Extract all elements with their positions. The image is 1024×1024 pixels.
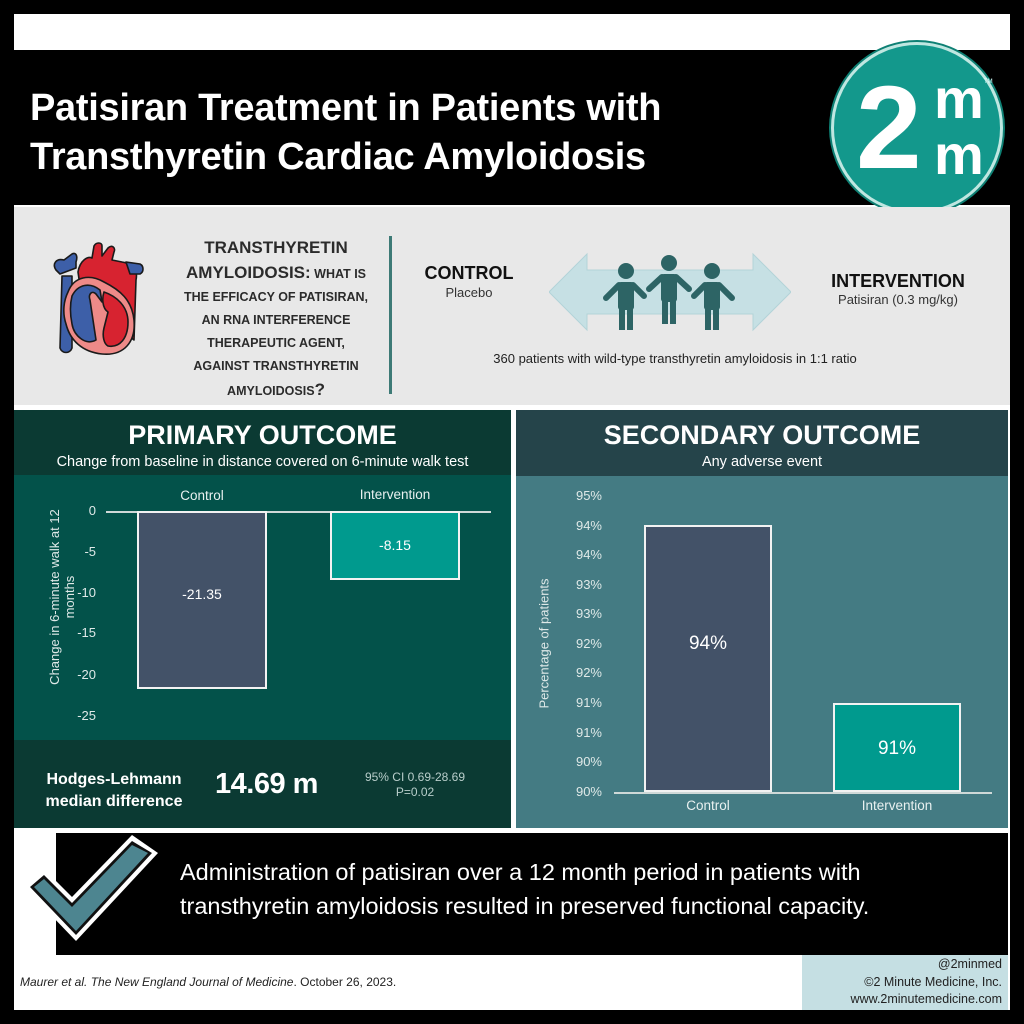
primary-y-tick: -15 [77, 625, 96, 640]
question-text-5: AGAINST TRANSTHYRETIN [193, 359, 359, 373]
primary-y-tick: -20 [77, 667, 96, 682]
question-title-1: TRANSTHYRETIN [204, 238, 348, 257]
info-divider [389, 236, 392, 394]
secondary-outcome-header: SECONDARY OUTCOME Any adverse event [516, 410, 1008, 476]
conclusion-line-1: Administration of patisiran over a 12 mo… [180, 859, 861, 885]
hodges-lehmann-label: Hodges-Lehmann median difference [24, 769, 204, 813]
secondary-y-tick: 90% [575, 784, 602, 799]
question-mark: ? [314, 380, 325, 399]
secondary-bar-intervention: 91% [833, 703, 961, 792]
website-link[interactable]: www.2minutemedicine.com [850, 992, 1002, 1006]
secondary-y-tick: 92% [575, 665, 602, 680]
secondary-y-tick: 90% [575, 754, 602, 769]
secondary-category-intervention: Intervention [861, 798, 933, 813]
primary-y-tick: -5 [84, 544, 96, 559]
secondary-y-tick: 91% [575, 695, 602, 710]
citation: Maurer et al. The New England Journal of… [20, 975, 396, 989]
question-text-2: THE EFFICACY OF PATISIRAN, [183, 290, 369, 304]
primary-zero-axis [106, 511, 491, 513]
confidence-interval: 95% CI 0.69-28.69 P=0.02 [355, 770, 475, 800]
secondary-y-tick: 94% [575, 547, 602, 562]
primary-category-control: Control [180, 488, 224, 503]
patient-count: 360 patients with wild-type transthyreti… [493, 351, 857, 366]
question-text-6: AMYLOIDOSIS [227, 384, 315, 398]
control-subtitle: Placebo [445, 285, 493, 300]
primary-bar-intervention: -8.15 [330, 511, 460, 580]
page-title: Patisiran Treatment in Patients with Tra… [30, 84, 790, 182]
hodges-lehmann-label-line-2: median difference [45, 793, 183, 810]
primary-outcome-header: PRIMARY OUTCOME Change from baseline in … [14, 410, 511, 475]
twitter-handle[interactable]: @2minmed [937, 957, 1002, 971]
citation-journal: The New England Journal of Medicine [90, 975, 294, 989]
question-text-1: WHAT IS [314, 267, 366, 281]
secondary-y-tick: 91% [575, 725, 602, 740]
logo-trademark: TM [984, 79, 993, 85]
question-title-2: AMYLOIDOSIS: [186, 263, 311, 282]
study-info-band [14, 207, 1010, 405]
credit-box: @2minmed ©2 Minute Medicine, Inc. www.2m… [802, 955, 1008, 1010]
title-line-2: Transthyretin Cardiac Amyloidosis [30, 136, 646, 178]
primary-outcome-title: PRIMARY OUTCOME [128, 420, 397, 450]
secondary-outcome-title: SECONDARY OUTCOME [603, 420, 921, 450]
secondary-y-tick: 95% [575, 488, 602, 503]
question-text-3: AN RNA INTERFERENCE [201, 313, 351, 327]
intervention-label: INTERVENTION [831, 271, 965, 291]
p-value: P=0.02 [395, 785, 435, 799]
control-label: CONTROL [424, 263, 514, 283]
primary-category-intervention: Intervention [359, 487, 431, 502]
copyright: ©2 Minute Medicine, Inc. [864, 974, 1002, 989]
primary-bar-intervention-value: -8.15 [379, 537, 411, 553]
logo-number: 2 [856, 62, 922, 194]
logo-letter-bottom: m [934, 123, 984, 186]
title-line-1: Patisiran Treatment in Patients with [30, 87, 662, 129]
primary-y-tick: -10 [77, 585, 96, 600]
secondary-bar-control-value: 94% [688, 633, 728, 654]
heart-icon [53, 242, 144, 355]
conclusion-text: Administration of patisiran over a 12 mo… [180, 855, 1000, 923]
secondary-bar-intervention-value: 91% [877, 738, 917, 759]
secondary-bar-control: 94% [644, 525, 772, 792]
secondary-y-tick: 94% [575, 518, 602, 533]
secondary-outcome-subtitle: Any adverse event [701, 454, 823, 470]
ci-text: 95% CI 0.69-28.69 [364, 770, 466, 784]
people-group-icon [603, 255, 735, 330]
2mm-logo: 2 m m TM [831, 42, 1003, 214]
secondary-category-control: Control [686, 798, 730, 813]
logo-letter-top: m [934, 67, 984, 130]
citation-authors: Maurer et al. [20, 975, 91, 989]
conclusion-line-2: transthyretin amyloidosis resulted in pr… [180, 893, 870, 919]
question-text-4: THERAPEUTIC AGENT, [207, 336, 345, 350]
primary-y-tick: 0 [88, 503, 96, 518]
citation-date: . October 26, 2023. [293, 975, 397, 989]
primary-stats-box [14, 740, 511, 828]
secondary-x-axis [614, 792, 992, 794]
median-difference-value: 14.69 m [215, 768, 318, 800]
primary-y-tick: -25 [77, 708, 96, 723]
primary-bar-control: -21.35 [137, 511, 267, 689]
primary-bar-control-value: -21.35 [182, 586, 222, 602]
hodges-lehmann-label-line-1: Hodges-Lehmann [46, 771, 182, 788]
secondary-y-tick: 93% [575, 577, 602, 592]
checkmark-icon [24, 835, 158, 941]
study-question: TRANSTHYRETIN AMYLOIDOSIS: WHAT IS THE E… [176, 236, 376, 403]
intervention-subtitle: Patisiran (0.3 mg/kg) [838, 292, 958, 307]
secondary-y-tick: 92% [575, 636, 602, 651]
conclusion-band [56, 833, 1008, 955]
primary-outcome-subtitle: Change from baseline in distance covered… [56, 454, 469, 470]
secondary-y-axis-label: Percentage of patients [536, 578, 552, 709]
secondary-y-tick: 93% [575, 606, 602, 621]
